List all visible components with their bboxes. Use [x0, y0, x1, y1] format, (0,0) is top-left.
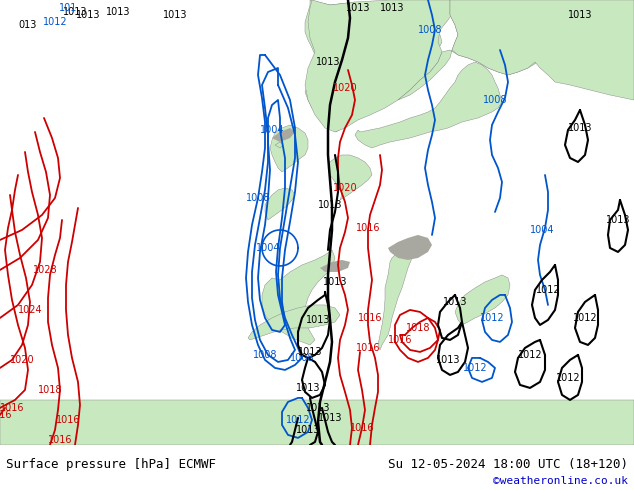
Text: 1013: 1013 — [318, 200, 342, 210]
Text: 1012: 1012 — [480, 313, 504, 323]
Text: 1028: 1028 — [33, 265, 57, 275]
Text: 1013: 1013 — [75, 10, 100, 20]
Text: 1016: 1016 — [356, 343, 380, 353]
Text: 1020: 1020 — [333, 83, 358, 93]
Text: 1013: 1013 — [298, 347, 322, 357]
Text: 1013: 1013 — [346, 3, 370, 13]
Text: 1016: 1016 — [48, 435, 72, 445]
Text: 1013: 1013 — [318, 413, 342, 423]
Polygon shape — [0, 400, 634, 445]
Text: 013: 013 — [19, 20, 37, 30]
Polygon shape — [305, 0, 455, 132]
Text: 1020: 1020 — [333, 183, 358, 193]
Text: 1008: 1008 — [253, 350, 277, 360]
Text: 1013: 1013 — [316, 57, 340, 67]
Text: 1016: 1016 — [56, 415, 81, 425]
Text: 1012: 1012 — [518, 350, 542, 360]
Text: 1013: 1013 — [323, 277, 347, 287]
Text: 1008: 1008 — [482, 95, 507, 105]
Polygon shape — [320, 260, 350, 272]
Polygon shape — [272, 128, 295, 142]
Polygon shape — [328, 155, 372, 200]
Text: 1012: 1012 — [555, 373, 580, 383]
Text: 1008: 1008 — [246, 193, 270, 203]
Text: 1013: 1013 — [605, 215, 630, 225]
Polygon shape — [378, 240, 415, 350]
Text: 1012: 1012 — [286, 415, 310, 425]
Polygon shape — [262, 250, 335, 345]
Text: 1024: 1024 — [18, 305, 42, 315]
Text: 1016: 1016 — [350, 423, 374, 433]
Text: 1013: 1013 — [568, 10, 592, 20]
Polygon shape — [265, 188, 295, 220]
Text: Su 12-05-2024 18:00 UTC (18+120): Su 12-05-2024 18:00 UTC (18+120) — [387, 458, 628, 470]
Text: 1013: 1013 — [568, 123, 592, 133]
Text: 1016: 1016 — [388, 335, 412, 345]
Text: 1004: 1004 — [260, 125, 284, 135]
Text: 1013: 1013 — [443, 297, 467, 307]
Text: 1016: 1016 — [356, 223, 380, 233]
Polygon shape — [388, 235, 432, 260]
Text: 1018: 1018 — [406, 323, 430, 333]
Text: 1016: 1016 — [358, 313, 382, 323]
Polygon shape — [275, 142, 283, 148]
Text: 1008: 1008 — [290, 353, 314, 363]
Polygon shape — [355, 62, 502, 148]
Text: Surface pressure [hPa] ECMWF: Surface pressure [hPa] ECMWF — [6, 458, 216, 470]
Text: 101: 101 — [59, 3, 77, 13]
Text: 1013: 1013 — [436, 355, 460, 365]
Text: 1013: 1013 — [306, 315, 330, 325]
Polygon shape — [455, 275, 510, 325]
Text: 1013: 1013 — [380, 3, 404, 13]
Text: 1018: 1018 — [38, 385, 62, 395]
Text: 1013: 1013 — [106, 7, 130, 17]
Polygon shape — [305, 0, 445, 132]
Polygon shape — [248, 305, 340, 340]
Text: 1016: 1016 — [0, 410, 12, 420]
Text: ©weatheronline.co.uk: ©weatheronline.co.uk — [493, 476, 628, 487]
Text: 1013: 1013 — [306, 403, 330, 413]
Text: 1004: 1004 — [256, 243, 280, 253]
Text: 1012: 1012 — [536, 285, 560, 295]
Polygon shape — [270, 125, 308, 172]
Polygon shape — [450, 0, 634, 100]
Text: 1016: 1016 — [0, 403, 24, 413]
Text: 1012: 1012 — [573, 313, 597, 323]
Text: 1013: 1013 — [295, 425, 320, 435]
Text: 1013: 1013 — [163, 10, 187, 20]
Text: 1008: 1008 — [418, 25, 443, 35]
Text: 1013: 1013 — [63, 7, 87, 17]
Polygon shape — [398, 0, 555, 100]
Text: 1013: 1013 — [295, 383, 320, 393]
Text: 1020: 1020 — [10, 355, 34, 365]
Text: 1012: 1012 — [42, 17, 67, 27]
Text: 1004: 1004 — [530, 225, 554, 235]
Text: 1012: 1012 — [463, 363, 488, 373]
